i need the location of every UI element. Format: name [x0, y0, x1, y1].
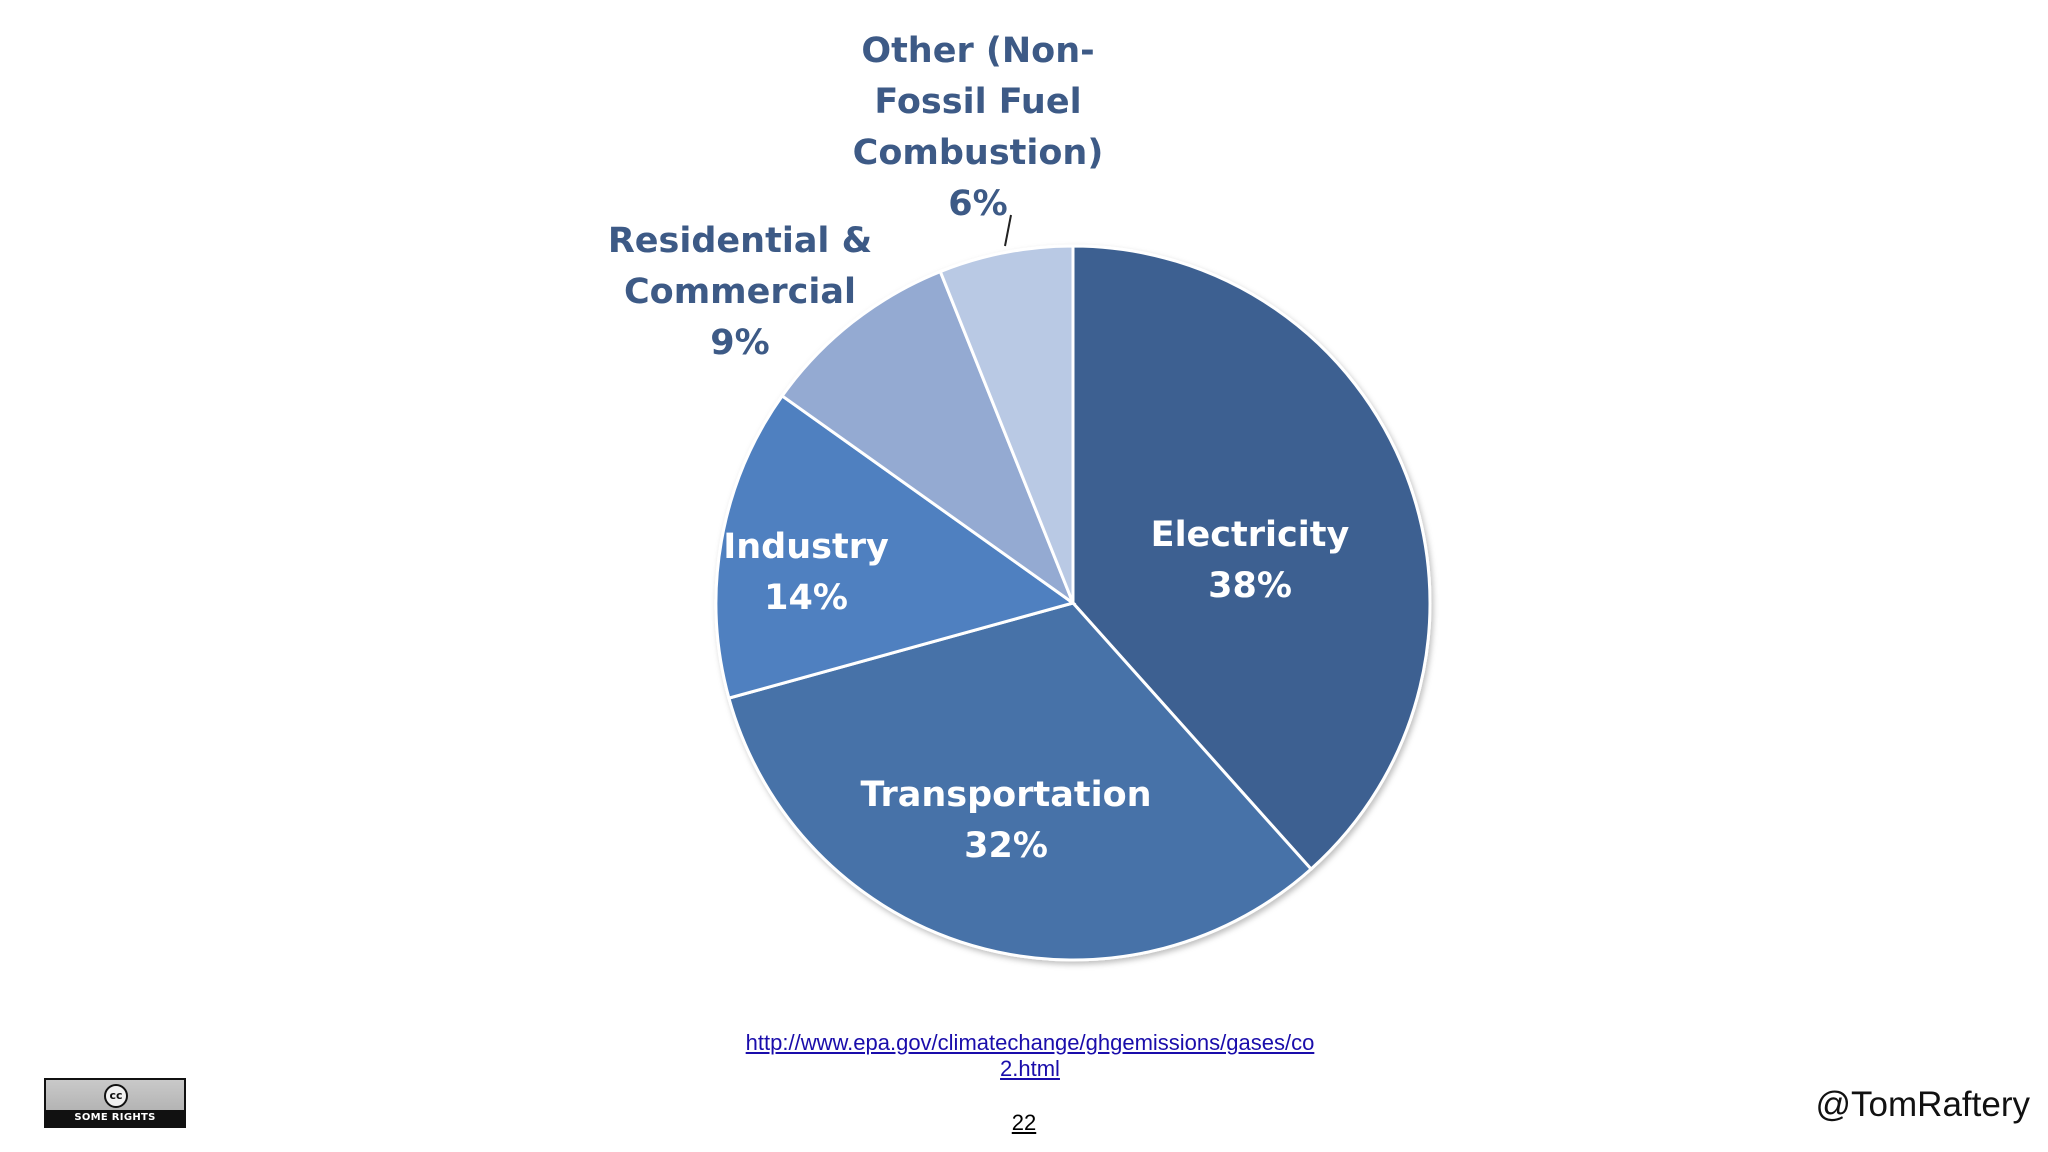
slice-value-label: 6%: [948, 184, 1007, 224]
slice-value-label: 38%: [1208, 566, 1292, 606]
slice-category-label: Transportation: [860, 775, 1151, 815]
pie-slice-electricity: [1071, 244, 1432, 872]
source-link[interactable]: http://www.epa.gov/climatechange/ghgemis…: [745, 1030, 1315, 1081]
creative-commons-badge[interactable]: cc SOME RIGHTS RESERVED: [44, 1078, 186, 1139]
pie-slice-other-non-fossil-fuel-combustion: [938, 244, 1075, 604]
slice-category-label: Commercial: [624, 272, 856, 312]
slice-value-label: 14%: [764, 578, 848, 618]
pie-labels: Electricity 38% Transportation 32% Industry 1…: [608, 31, 1350, 866]
slice-label-transportation: Transportation 32%: [860, 775, 1151, 866]
slice-label-other-non-fossil-fuel-combustion: Other (Non- Fossil Fuel Combustion) 6%: [853, 31, 1104, 224]
slice-category-label: Electricity: [1151, 515, 1350, 555]
slice-category-label: Other (Non-: [861, 31, 1094, 71]
slice-label-electricity: Electricity 38%: [1151, 515, 1350, 606]
pie-slice-residential-commercial: [780, 269, 1077, 608]
slice-category-label: Combustion): [853, 133, 1104, 173]
slice-category-label: Residential &: [608, 221, 872, 261]
slice-category-label: Industry: [723, 527, 889, 567]
creative-commons-icon: cc: [104, 1084, 128, 1108]
slice-value-label: 9%: [710, 323, 769, 363]
slice-category-label: Fossil Fuel: [874, 82, 1081, 122]
pie-slice-industry: [714, 393, 1077, 700]
other-slice-leader-line: [1004, 214, 1012, 247]
pie-slice-transportation: [727, 601, 1314, 962]
slice-label-industry: Industry 14%: [723, 527, 889, 618]
author-handle: @TomRaftery: [1815, 1085, 2030, 1124]
slice-value-label: 32%: [964, 826, 1048, 866]
license-text: SOME RIGHTS RESERVED: [46, 1110, 184, 1139]
pie-slices: [714, 244, 1432, 962]
slice-label-residential-commercial: Residential & Commercial 9%: [608, 221, 872, 363]
page-number: 22: [1011, 1110, 1037, 1135]
